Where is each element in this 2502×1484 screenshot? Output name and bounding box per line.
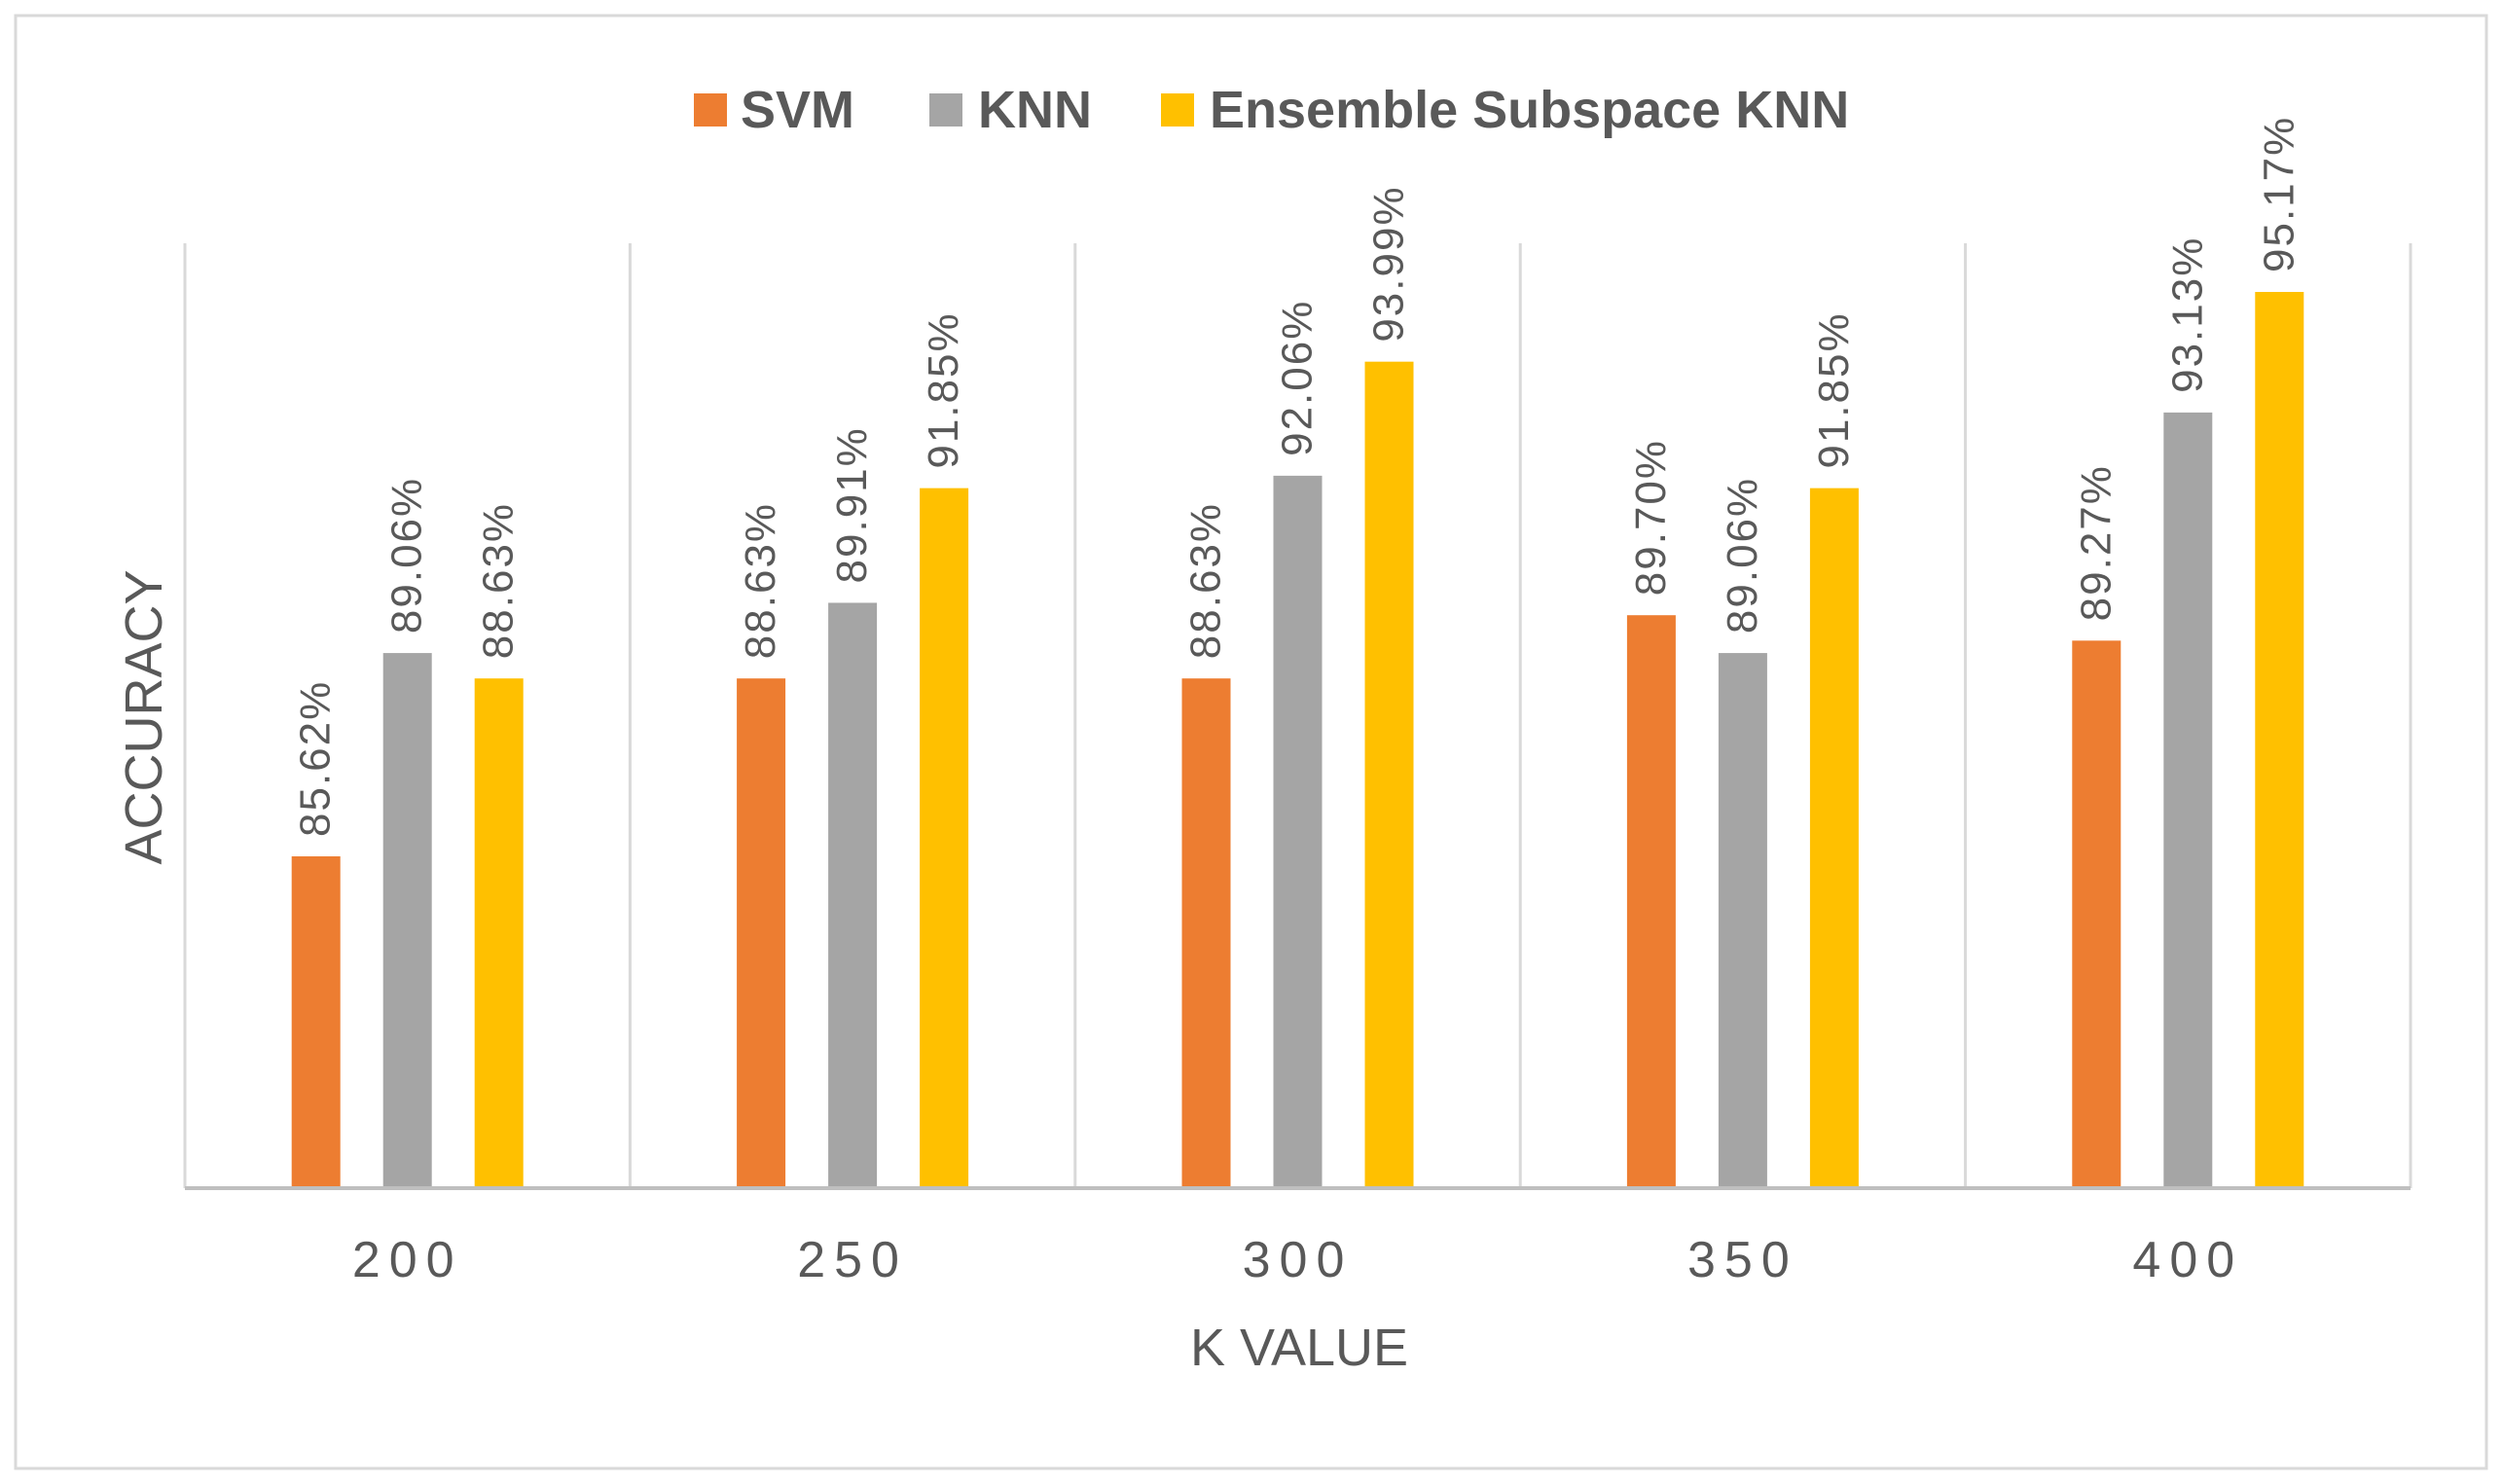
legend-label-knn: KNN — [978, 81, 1092, 139]
data-label-knn-400: 93.13% — [2163, 236, 2211, 393]
x-tick-250: 250 — [797, 1232, 908, 1288]
data-label-knn-200: 89.06% — [383, 477, 431, 633]
data-label-knn-250: 89.91% — [828, 426, 876, 583]
bars-group — [291, 292, 2304, 1189]
bar-ensemble-subspace-knn-250 — [920, 488, 969, 1188]
x-tick-350: 350 — [1687, 1232, 1798, 1288]
bar-svm-200 — [291, 856, 341, 1188]
x-axis-title: K VALUE — [1190, 1319, 1408, 1377]
data-label-svm-300: 88.63% — [1182, 502, 1230, 659]
x-tick-labels: 200 250 300 350 400 — [352, 1232, 2243, 1288]
data-label-ensemble-subspace-knn-250: 91.85% — [920, 311, 967, 468]
bar-knn-350 — [1718, 653, 1767, 1188]
legend-label-svm: SVM — [741, 81, 854, 139]
data-label-knn-350: 89.06% — [1719, 477, 1766, 633]
legend-label-ensemble-subspace-knn: Ensemble Subspace KNN — [1210, 81, 1849, 139]
x-tick-300: 300 — [1243, 1232, 1354, 1288]
bar-ensemble-subspace-knn-350 — [1809, 488, 1859, 1188]
data-label-ensemble-subspace-knn-300: 93.99% — [1365, 185, 1413, 342]
bar-svm-250 — [737, 678, 786, 1188]
y-axis-title: ACCURACY — [115, 569, 173, 864]
x-tick-400: 400 — [2132, 1232, 2243, 1288]
bar-ensemble-subspace-knn-200 — [474, 678, 524, 1188]
x-tick-200: 200 — [352, 1232, 463, 1288]
data-label-svm-200: 85.62% — [292, 680, 340, 837]
data-label-knn-300: 92.06% — [1274, 300, 1322, 456]
bar-knn-200 — [382, 653, 432, 1188]
data-label-svm-250: 88.63% — [737, 502, 784, 659]
legend: SVM KNN Ensemble Subspace KNN — [694, 81, 1849, 139]
bar-ensemble-subspace-knn-300 — [1364, 361, 1414, 1188]
bar-knn-400 — [2163, 412, 2213, 1189]
data-label-ensemble-subspace-knn-200: 88.63% — [475, 502, 523, 659]
category-gridlines — [183, 243, 2412, 1188]
legend-swatch-knn — [929, 93, 962, 127]
data-label-svm-350: 89.70% — [1627, 439, 1675, 596]
bar-knn-250 — [828, 602, 878, 1188]
legend-swatch-svm — [694, 93, 727, 127]
bar-svm-300 — [1181, 678, 1231, 1188]
bar-svm-350 — [1626, 615, 1676, 1188]
data-label-ensemble-subspace-knn-400: 95.17% — [2255, 116, 2303, 272]
bar-knn-300 — [1273, 475, 1323, 1188]
bar-svm-400 — [2072, 640, 2121, 1188]
data-labels-group: 85.62% 89.06% 88.63% 88.63% 89.91% 91.85% 88.6… — [292, 116, 2303, 837]
data-label-ensemble-subspace-knn-350: 91.85% — [1810, 311, 1858, 468]
data-label-svm-400: 89.27% — [2072, 464, 2120, 621]
legend-swatch-ensemble-subspace-knn — [1161, 93, 1194, 127]
bar-ensemble-subspace-knn-400 — [2255, 292, 2304, 1188]
